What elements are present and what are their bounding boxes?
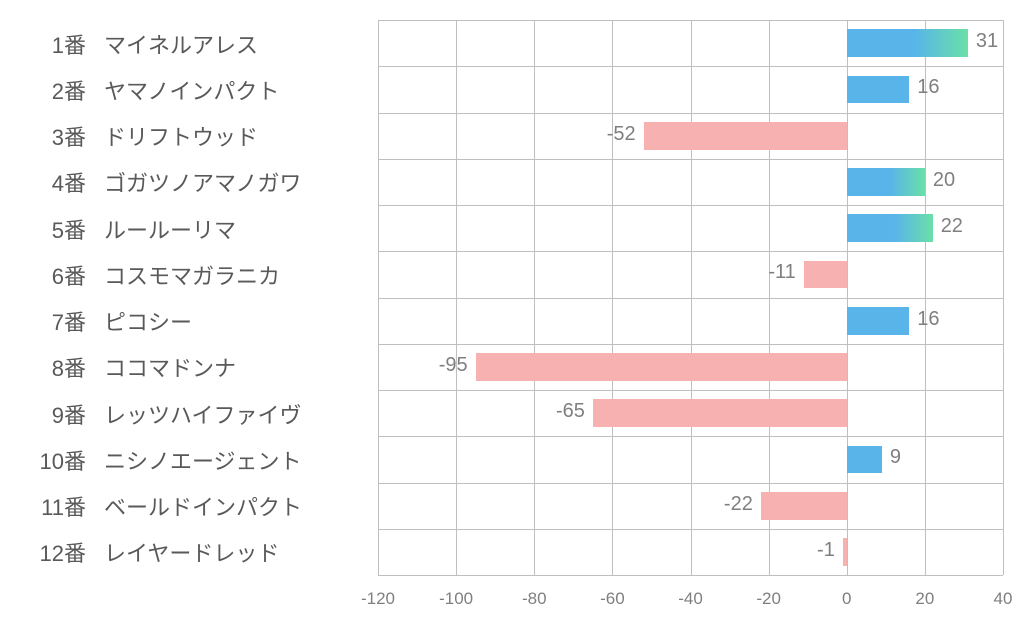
x-tick-label: -100 [439,589,473,609]
bar-positive [847,307,910,335]
row-label: 12番レイヤードレッド [26,536,279,568]
bar-positive [847,76,910,104]
row-separator [378,205,1003,206]
x-tick-label: -20 [756,589,781,609]
row-name: ゴガツノアマノガワ [104,166,301,198]
row-label: 2番ヤマノインパクト [26,74,279,106]
row-number: 4番 [26,166,86,198]
row-separator [378,20,1003,21]
bar-negative [761,492,847,520]
bar-value-label: -11 [768,261,795,284]
bar-value-label: -22 [724,493,753,516]
bar-value-label: -52 [607,123,636,146]
row-separator [378,298,1003,299]
bar-value-label: 16 [917,76,939,99]
row-label: 11番ベールドインパクト [26,490,302,522]
row-name: ピコシー [104,305,192,337]
bar-negative [804,261,847,289]
row-name: コスモマガラニカ [104,259,280,291]
bar-negative [593,399,847,427]
row-name: ドリフトウッド [104,120,258,152]
row-separator [378,113,1003,114]
bar-value-label: 20 [933,169,955,192]
gridline [1003,20,1004,575]
bar-value-label: -65 [556,400,585,423]
bar-value-label: -95 [439,354,468,377]
row-number: 12番 [26,536,86,568]
x-tick-label: 20 [915,589,934,609]
bar-negative [644,122,847,150]
row-name: ベールドインパクト [104,490,302,522]
row-label: 10番ニシノエージェント [26,444,302,476]
bar-chart: -120-100-80-60-40-20020401番マイネルアレス312番ヤマ… [0,0,1022,626]
row-number: 9番 [26,398,86,430]
bar-value-label: 9 [890,446,901,469]
row-separator [378,575,1003,576]
bar-positive [847,446,882,474]
row-label: 4番ゴガツノアマノガワ [26,166,301,198]
row-label: 3番ドリフトウッド [26,120,258,152]
row-number: 2番 [26,74,86,106]
plot-area [378,20,1003,575]
row-number: 5番 [26,213,86,245]
row-separator [378,390,1003,391]
row-name: レッツハイファイヴ [104,398,302,430]
row-separator [378,66,1003,67]
row-number: 10番 [26,444,86,476]
row-separator [378,529,1003,530]
x-tick-label: -60 [600,589,625,609]
row-separator [378,483,1003,484]
x-tick-label: -40 [678,589,703,609]
bar-positive [847,214,933,242]
bar-negative [843,538,847,566]
row-separator [378,344,1003,345]
row-label: 5番ルールーリマ [26,213,236,245]
row-number: 1番 [26,28,86,60]
row-number: 6番 [26,259,86,291]
bar-positive [847,29,968,57]
row-separator [378,251,1003,252]
row-name: マイネルアレス [104,28,258,60]
row-number: 11番 [26,490,86,522]
row-number: 8番 [26,351,86,383]
x-tick-label: 40 [994,589,1013,609]
row-label: 7番ピコシー [26,305,192,337]
bar-value-label: 31 [976,30,998,53]
row-number: 7番 [26,305,86,337]
bar-value-label: -1 [817,539,835,562]
bar-positive [847,168,925,196]
row-separator [378,159,1003,160]
row-name: ルールーリマ [104,213,236,245]
bar-negative [476,353,847,381]
row-name: ココマドンナ [104,351,236,383]
row-number: 3番 [26,120,86,152]
row-label: 6番コスモマガラニカ [26,259,280,291]
row-name: レイヤードレッド [104,536,279,568]
row-name: ニシノエージェント [104,444,302,476]
row-label: 9番レッツハイファイヴ [26,398,302,430]
bar-value-label: 16 [917,308,939,331]
row-separator [378,436,1003,437]
row-label: 8番ココマドンナ [26,351,236,383]
x-tick-label: 0 [842,589,851,609]
row-name: ヤマノインパクト [104,74,279,106]
x-tick-label: -80 [522,589,547,609]
bar-value-label: 22 [941,215,963,238]
row-label: 1番マイネルアレス [26,28,258,60]
x-tick-label: -120 [361,589,395,609]
